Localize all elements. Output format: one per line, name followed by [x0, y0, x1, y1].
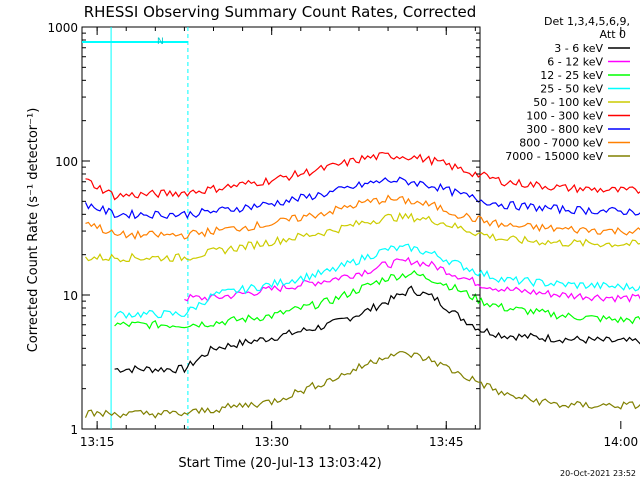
- legend-label-8: 800 - 7000 keV: [519, 137, 603, 150]
- x-tick-label-1: 13:15: [80, 435, 115, 449]
- legend-header-line-1: Det 1,3,4,5,6,9,: [544, 15, 630, 28]
- y-tick-label-2: 10: [63, 289, 78, 303]
- y-axis-label: Corrected Count Rate (s⁻¹ detector⁻¹): [26, 108, 41, 353]
- legend-label-7: 300 - 800 keV: [526, 123, 603, 136]
- night-markers: [82, 27, 189, 429]
- y-tick-label-3: 100: [55, 155, 78, 169]
- legend-label-2: 6 - 12 keV: [547, 56, 603, 69]
- legend-label-6: 100 - 300 keV: [526, 110, 603, 123]
- legend-label-5: 50 - 100 keV: [533, 96, 603, 109]
- series-line-7: [84, 176, 640, 220]
- footer-timestamp: 20-Oct-2021 23:52: [560, 469, 636, 478]
- series-line-9: [84, 351, 640, 419]
- series-line-3: [114, 270, 640, 330]
- series-line-4: [114, 243, 640, 320]
- series-layer: [84, 151, 640, 419]
- legend-label-3: 12 - 25 keV: [540, 69, 603, 82]
- chart-title: RHESSI Observing Summary Count Rates, Co…: [84, 3, 477, 21]
- legend-header-line-2: Att 0: [600, 28, 626, 41]
- series-line-8: [85, 194, 640, 240]
- x-tick-label-2: 13:30: [254, 435, 289, 449]
- x-tick-label-3: 13:45: [429, 435, 464, 449]
- x-tick-label-4: 14:00: [604, 435, 639, 449]
- series-line-6: [85, 151, 640, 201]
- attenuator-marker-label: N: [157, 37, 164, 47]
- series-line-5: [85, 211, 640, 263]
- series-line-1: [114, 285, 640, 374]
- legend-label-4: 25 - 50 keV: [540, 83, 603, 96]
- x-axis-label: Start Time (20-Jul-13 13:03:42): [178, 456, 381, 471]
- legend-label-9: 7000 - 15000 keV: [505, 150, 603, 163]
- legend-label-1: 3 - 6 keV: [554, 42, 603, 55]
- y-tick-label-4: 1000: [47, 21, 78, 35]
- y-tick-label-1: 1: [70, 423, 78, 437]
- plot-frame: [81, 26, 481, 430]
- series-line-2: [184, 256, 640, 303]
